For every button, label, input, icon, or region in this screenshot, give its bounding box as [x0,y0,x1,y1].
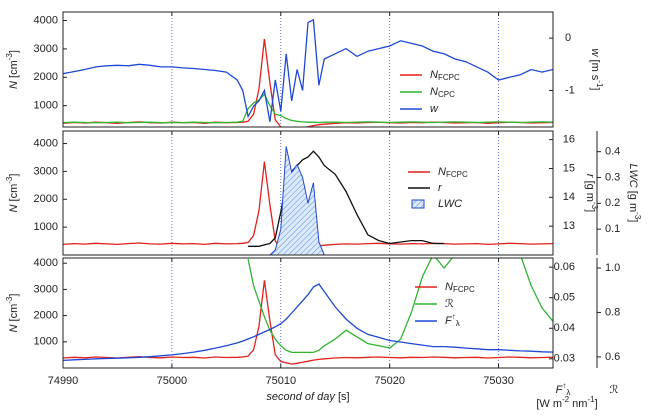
legend-label: ℛ [445,298,454,310]
y-tick-label: 2000 [34,71,58,83]
x-tick-label: 75000 [157,375,188,387]
legend-label: NFCPC [445,281,475,294]
x-tick-label: 75010 [265,375,296,387]
y2-tick-label: 0.03 [554,353,575,365]
y-tick-label: 2000 [34,310,58,322]
y2-axis-unit: [W m-2 nm-1] [536,395,597,410]
y3-tick-label: 0.1 [605,223,620,235]
y2-axis-label: w [m s-1] [589,49,604,91]
plot-area [63,146,553,255]
y2-tick-label: 0.04 [554,322,575,334]
y-tick-label: 2000 [34,193,58,205]
y-axis-label: N [cm-3] [5,50,20,89]
series-line [63,38,553,127]
y-axis-label: N [cm-3] [5,294,20,333]
y2-tick-label: 14 [563,191,575,203]
legend-label: w [430,103,439,115]
y2-tick-label: 0.05 [554,292,575,304]
legend-label: F↑λ [445,312,460,328]
y-axis-label: N [cm-3] [5,174,20,213]
y3-tick-label: 0.8 [605,306,620,318]
plot-frame [62,130,554,256]
series-line [63,280,553,365]
series-line [63,18,553,122]
series-line [63,93,553,124]
y3-axis-label: ℛ [610,384,619,396]
legend-swatch [411,199,425,209]
x-axis-label: second of day [s] [266,391,349,403]
x-tick-label: 75030 [483,375,514,387]
y-tick-label: 1000 [34,336,58,348]
series-area [269,146,325,255]
legend-label: r [438,182,443,194]
y2-tick-label: -1 [565,84,575,96]
y2-tick-label: 16 [563,134,575,146]
legend-label: NFCPC [430,69,460,82]
x-tick-label: 75020 [374,375,405,387]
y3-tick-label: 0.2 [605,197,620,209]
legend-label: NFCPC [438,166,468,179]
y-tick-label: 1000 [34,100,58,112]
y3-axis-label: LWC [g m-3] [627,164,642,223]
legend-label: LWC [438,198,462,210]
series-line [247,258,553,354]
y-tick-label: 3000 [34,165,58,177]
y2-tick-label: 13 [563,220,575,232]
series-line [248,150,445,247]
plot-frame [62,11,554,128]
x-tick-label: 74990 [48,375,79,387]
series-line [63,283,553,362]
y2-axis-label: r [g m-3] [584,174,599,212]
y3-tick-label: 0.6 [605,351,620,363]
plot-frame [62,257,554,369]
y3-tick-label: 0.3 [605,171,620,183]
plot-area [63,258,553,365]
y-tick-label: 1000 [34,221,58,233]
y-tick-label: 3000 [34,283,58,295]
plot-area [63,18,553,127]
legend-label: NCPC [430,86,455,99]
y-tick-label: 4000 [34,14,58,26]
y2-tick-label: 0 [565,32,571,44]
y3-tick-label: 0.4 [605,146,620,158]
y-tick-label: 4000 [34,137,58,149]
y2-tick-label: 15 [563,162,575,174]
y-tick-label: 4000 [34,257,58,269]
y2-tick-label: 0.06 [554,261,575,273]
y-tick-label: 3000 [34,43,58,55]
y3-tick-label: 1.0 [605,262,620,274]
y2-axis-label: F↑λ [556,381,571,397]
